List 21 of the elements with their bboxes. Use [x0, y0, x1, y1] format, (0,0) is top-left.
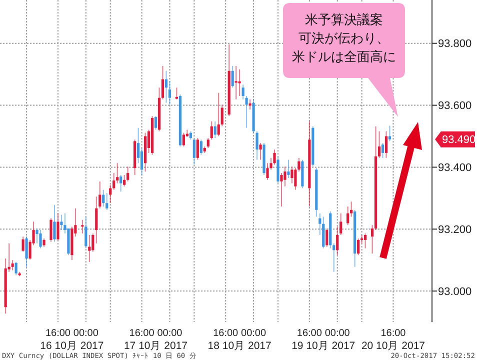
text: 17 10月 2017 — [124, 340, 188, 352]
x-tick-label: 16:00 — [213, 328, 239, 339]
text: 93.490 — [442, 134, 476, 146]
y-tick-label: 93.200 — [438, 224, 472, 236]
text: 18 10月 2017 — [208, 340, 272, 352]
x-tick-label: 00:00 — [324, 328, 350, 339]
y-tick-label: 93.800 — [438, 38, 472, 50]
x-tick-label: 16:00 — [45, 328, 71, 339]
y-tick-label: 93.600 — [438, 100, 472, 112]
x-tick-label: 16:00 — [380, 328, 406, 339]
x-tick-label: 00:00 — [157, 328, 183, 339]
x-tick-label: 16:00 — [296, 328, 322, 339]
y-tick-label: 93.400 — [438, 162, 472, 174]
x-tick-label: 00:00 — [73, 328, 99, 339]
annotation: 米予算決議案可決が伝わり、米ドルは全面高に — [292, 12, 396, 64]
x-tick-label: 00:00 — [241, 328, 266, 339]
text: 19 10月 2017 — [292, 340, 356, 352]
y-tick-label: 93.000 — [438, 286, 472, 298]
text: 20 10月 2017 — [361, 340, 426, 352]
text: 16 10月 2017 — [40, 340, 104, 352]
x-tick-label: 16:00 — [129, 328, 155, 339]
